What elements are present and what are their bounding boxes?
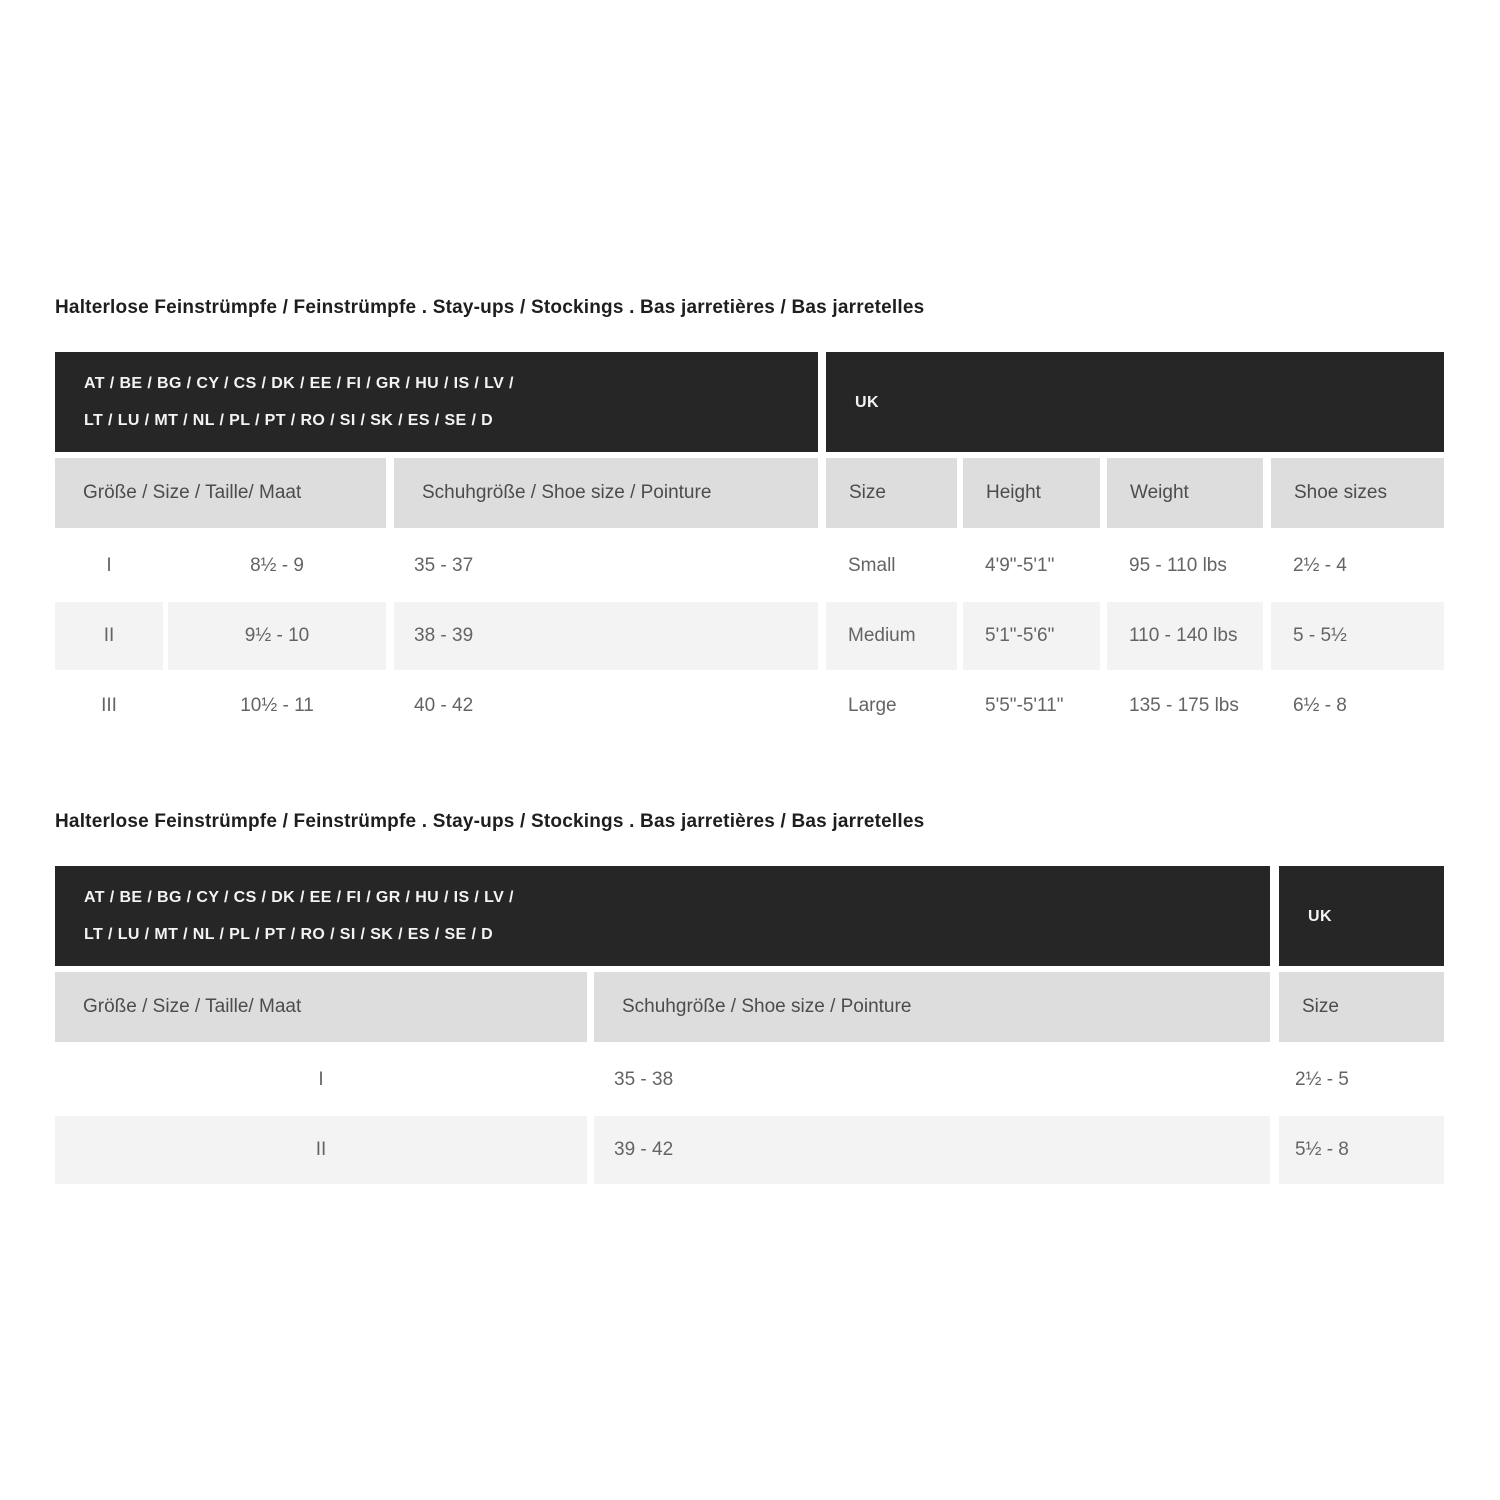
header-groesse-size: Größe / Size / Taille/ Maat — [55, 458, 386, 528]
cell-groesse: 9½ - 10 — [168, 602, 386, 670]
cell-size-numeral: II — [55, 1116, 587, 1184]
uk-region-header: UK — [826, 352, 1444, 452]
header-uk-weight: Weight — [1107, 458, 1263, 528]
column-header-row: Größe / Size / Taille/ Maat Schuhgröße /… — [55, 458, 1445, 528]
cell-groesse: 8½ - 9 — [250, 555, 304, 576]
cell-size-numeral: II — [55, 602, 163, 670]
cell-uk-weight: 110 - 140 lbs — [1107, 602, 1263, 670]
cell-uk-size: 5½ - 8 — [1279, 1116, 1444, 1184]
cell-groesse: 10½ - 11 — [240, 695, 314, 716]
cell-uk-height: 4'9"-5'1" — [985, 555, 1055, 576]
cell-uk-weight: 95 - 110 lbs — [1129, 555, 1227, 576]
cell-size-numeral: III — [101, 695, 117, 716]
table-row: II 9½ - 10 38 - 39 Medium 5'1"-5'6" 110 … — [55, 602, 1445, 670]
uk-region-header: UK — [1279, 866, 1444, 966]
header-schuhgroesse-shoe-size: Schuhgröße / Shoe size / Pointure — [394, 458, 818, 528]
header-uk-shoe-sizes: Shoe sizes — [1271, 458, 1444, 528]
table-row: I 35 - 38 2½ - 5 — [55, 1046, 1445, 1114]
cell-uk-size: Medium — [826, 602, 957, 670]
eu-region-header: AT / BE / BG / CY / CS / DK / EE / FI / … — [55, 352, 818, 452]
cell-uk-size: 2½ - 5 — [1295, 1069, 1349, 1090]
column-header-row: Größe / Size / Taille/ Maat Schuhgröße /… — [55, 972, 1445, 1042]
eu-country-codes-line2: LT / LU / MT / NL / PL / PT / RO / SI / … — [84, 926, 494, 943]
chart-title: Halterlose Feinstrümpfe / Feinstrümpfe .… — [55, 811, 925, 832]
table-row: III 10½ - 11 40 - 42 Large 5'5"-5'11" 13… — [55, 672, 1445, 740]
header-groesse-size: Größe / Size / Taille/ Maat — [55, 972, 587, 1042]
cell-schuhgroesse: 40 - 42 — [414, 695, 474, 716]
cell-uk-size: Large — [848, 695, 897, 716]
eu-region-header: AT / BE / BG / CY / CS / DK / EE / FI / … — [55, 866, 1270, 966]
eu-country-codes-line2: LT / LU / MT / NL / PL / PT / RO / SI / … — [84, 412, 494, 429]
cell-uk-height: 5'1"-5'6" — [963, 602, 1100, 670]
header-uk-size: Size — [826, 458, 957, 528]
cell-uk-height: 5'5"-5'11" — [985, 695, 1064, 716]
cell-schuhgroesse: 38 - 39 — [394, 602, 818, 670]
cell-size-numeral: I — [106, 555, 112, 576]
header-schuhgroesse-shoe-size: Schuhgröße / Shoe size / Pointure — [594, 972, 1270, 1042]
chart-title: Halterlose Feinstrümpfe / Feinstrümpfe .… — [55, 297, 925, 318]
table-row: I 8½ - 9 35 - 37 Small 4'9"-5'1" 95 - 11… — [55, 532, 1445, 600]
cell-schuhgroesse: 35 - 38 — [614, 1069, 674, 1090]
header-uk-size: Size — [1279, 972, 1444, 1042]
cell-uk-shoe-sizes: 5 - 5½ — [1271, 602, 1444, 670]
uk-region-label: UK — [855, 393, 879, 411]
cell-uk-weight: 135 - 175 lbs — [1129, 695, 1239, 716]
size-chart-section-2: Halterlose Feinstrümpfe / Feinstrümpfe .… — [55, 810, 1445, 1184]
eu-country-codes-line1: AT / BE / BG / CY / CS / DK / EE / FI / … — [84, 889, 514, 906]
uk-region-label: UK — [1308, 907, 1332, 925]
size-chart-section-1: Halterlose Feinstrümpfe / Feinstrümpfe .… — [55, 296, 1445, 740]
cell-uk-shoe-sizes: 6½ - 8 — [1293, 695, 1347, 716]
eu-country-codes-line1: AT / BE / BG / CY / CS / DK / EE / FI / … — [84, 375, 514, 392]
cell-uk-size: Small — [848, 555, 896, 576]
cell-schuhgroesse: 39 - 42 — [594, 1116, 1270, 1184]
header-uk-height: Height — [963, 458, 1100, 528]
cell-size-numeral: I — [318, 1069, 324, 1090]
cell-schuhgroesse: 35 - 37 — [414, 555, 474, 576]
region-header-row: AT / BE / BG / CY / CS / DK / EE / FI / … — [55, 352, 1445, 452]
region-header-row: AT / BE / BG / CY / CS / DK / EE / FI / … — [55, 866, 1445, 966]
table-row: II 39 - 42 5½ - 8 — [55, 1116, 1445, 1184]
cell-uk-shoe-sizes: 2½ - 4 — [1293, 555, 1347, 576]
